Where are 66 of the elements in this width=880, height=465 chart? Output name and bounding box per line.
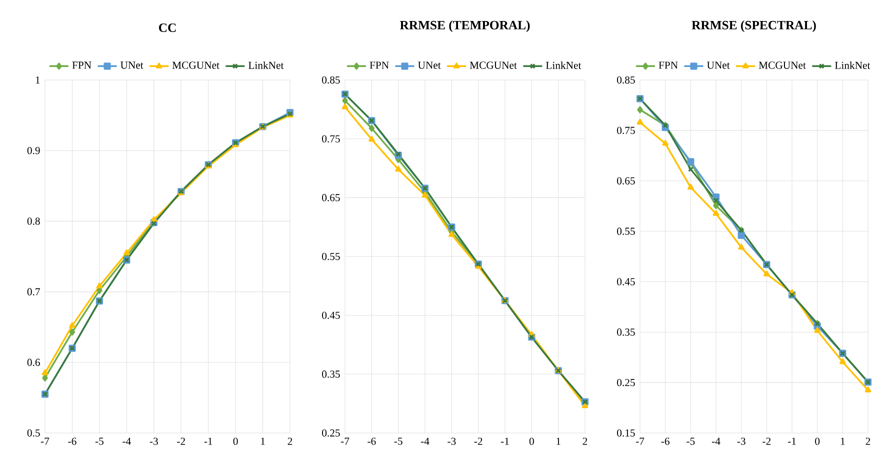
legend-label: FPN xyxy=(658,62,678,69)
y-tick-label: 0.35 xyxy=(322,370,340,378)
y-tick-label: 0.35 xyxy=(617,328,635,336)
chart-title: CC xyxy=(158,23,176,32)
x-tick-label: 1 xyxy=(840,438,845,445)
x-tick-label: -3 xyxy=(150,438,158,445)
x-tick-label: 1 xyxy=(556,438,560,445)
y-tick-label: 0.15 xyxy=(617,429,635,437)
chart-title: RRMSE (SPECTRAL) xyxy=(692,20,816,32)
x-tick-label: -5 xyxy=(686,438,695,445)
x-tick-label: -6 xyxy=(68,438,76,445)
legend-label: LinkNet xyxy=(546,61,582,69)
x-tick-label: -4 xyxy=(712,438,720,445)
x-tick-label: -1 xyxy=(204,438,212,445)
legend-label: UNet xyxy=(706,62,730,69)
y-tick-label: 0.8 xyxy=(27,218,40,225)
y-tick-label: 0.55 xyxy=(322,252,340,260)
y-tick-label: 0.9 xyxy=(27,146,40,154)
legend-label: UNet xyxy=(120,62,144,69)
x-tick-label: 2 xyxy=(582,438,588,445)
x-tick-label: -7 xyxy=(636,438,644,445)
x-tick-label: -3 xyxy=(448,438,456,445)
x-tick-label: 0 xyxy=(815,438,820,445)
y-tick-label: 1 xyxy=(36,76,40,84)
x-tick-label: -7 xyxy=(340,438,350,445)
x-tick-label: -7 xyxy=(40,438,50,445)
y-tick-label: 0.7 xyxy=(27,288,40,296)
y-tick-label: 0.75 xyxy=(617,126,635,134)
x-tick-label: -3 xyxy=(737,438,746,445)
y-tick-label: 0.85 xyxy=(322,76,340,84)
legend-label: MCGUNet xyxy=(172,62,220,69)
y-tick-label: 0.25 xyxy=(617,378,635,386)
legend-label: FPN xyxy=(370,62,389,69)
y-tick-label: 0.5 xyxy=(27,429,40,437)
y-tick-label: 0.65 xyxy=(322,194,340,202)
x-tick-label: -5 xyxy=(95,438,104,445)
y-tick-label: 0.65 xyxy=(617,177,635,184)
x-tick-label: 2 xyxy=(288,438,292,445)
x-tick-label: -6 xyxy=(368,438,376,445)
x-tick-label: -1 xyxy=(788,438,796,445)
x-tick-label: -2 xyxy=(474,438,482,445)
x-tick-label: 1 xyxy=(261,438,265,445)
y-tick-label: 0.6 xyxy=(27,358,40,366)
legend-label: FPN xyxy=(72,62,92,69)
y-tick-label: 0.75 xyxy=(322,135,340,142)
x-tick-label: -4 xyxy=(122,438,131,445)
x-tick-label: -6 xyxy=(661,438,670,445)
y-tick-label: 0.45 xyxy=(322,312,340,319)
x-tick-label: -4 xyxy=(420,438,430,445)
y-tick-label: 0.85 xyxy=(617,76,635,84)
x-tick-label: 2 xyxy=(866,438,870,445)
x-tick-label: -1 xyxy=(500,438,509,445)
y-tick-label: 0.55 xyxy=(617,228,635,235)
legend-label: MCGUNet xyxy=(758,62,806,69)
x-tick-label: 0 xyxy=(233,438,238,445)
x-tick-label: 0 xyxy=(529,438,534,445)
legend-label: MCGUNet xyxy=(470,62,517,69)
chart-title: RRMSE (TEMPORAL) xyxy=(400,20,530,32)
x-tick-label: -2 xyxy=(177,438,185,445)
x-tick-label: -5 xyxy=(394,438,402,445)
y-tick-label: 0.45 xyxy=(617,278,635,286)
legend-label: UNet xyxy=(418,62,441,69)
y-tick-label: 0.25 xyxy=(322,429,340,437)
legend-label: LinkNet xyxy=(834,61,870,69)
legend-label: LinkNet xyxy=(248,61,284,69)
x-tick-label: -2 xyxy=(762,438,771,445)
